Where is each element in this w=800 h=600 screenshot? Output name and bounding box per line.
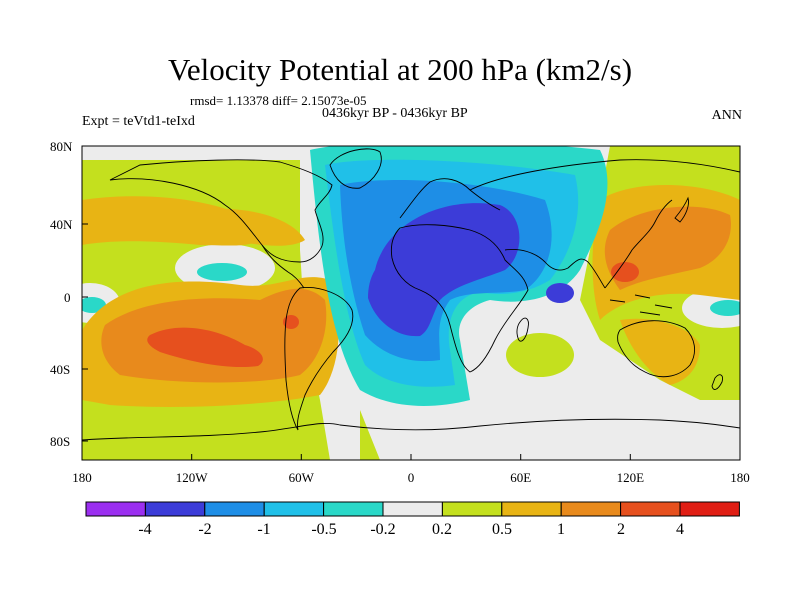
coast-nz bbox=[711, 374, 723, 390]
colorbar-label: -1 bbox=[257, 521, 271, 538]
colorbar-label: 0.5 bbox=[492, 521, 512, 538]
lon-label-120e: 120E bbox=[616, 470, 645, 485]
lon-label-180e: 180 bbox=[730, 470, 750, 485]
lat-label-40s: 40S bbox=[50, 362, 71, 377]
colorbar-swatch bbox=[204, 501, 265, 517]
colorbar-label: 0.2 bbox=[432, 521, 452, 538]
contour-gold-nwpac bbox=[82, 196, 270, 246]
colorbar-label: -0.2 bbox=[370, 521, 396, 538]
map-title: Velocity Potential at 200 hPa (km2/s) bbox=[167, 52, 633, 87]
colorbar-label: -0.5 bbox=[311, 521, 337, 538]
coast-africa bbox=[390, 224, 529, 373]
colorbar-label: 1 bbox=[557, 521, 565, 538]
contour-field bbox=[82, 146, 740, 460]
coast-south-america bbox=[284, 287, 354, 431]
lon-label-180w: 180 bbox=[72, 470, 92, 485]
colorbar-swatch bbox=[441, 501, 503, 517]
coast-japan bbox=[674, 196, 689, 223]
colorbar-label: -4 bbox=[138, 521, 152, 538]
lon-label-120w: 120W bbox=[175, 470, 208, 485]
colorbar-swatch bbox=[501, 501, 562, 517]
lon-label-0: 0 bbox=[407, 470, 415, 485]
colorbar-swatch bbox=[560, 501, 622, 517]
contour-deepblue-africa bbox=[368, 203, 520, 337]
colorbar-swatch bbox=[323, 501, 384, 517]
season-label: ANN bbox=[711, 108, 742, 123]
lat-label-0: 0 bbox=[64, 290, 71, 305]
colorbar-swatch bbox=[263, 501, 325, 517]
contour-deepblue-indian bbox=[546, 283, 574, 303]
colorbar-label: -2 bbox=[198, 521, 212, 538]
coast-madagascar bbox=[516, 317, 529, 342]
axis-ticks bbox=[81, 145, 741, 460]
lat-label-40n: 40N bbox=[50, 217, 73, 232]
contour-cyan-eqpac bbox=[197, 263, 247, 281]
lat-label-80n: 80N bbox=[50, 139, 73, 154]
colorbar-swatch bbox=[620, 501, 681, 517]
rmsd-diff-stats: rmsd= 1.13378 diff= 2.15073e-05 bbox=[190, 93, 367, 108]
coast-antarctica bbox=[82, 418, 740, 441]
time-period: 0436kyr BP - 0436kyr BP bbox=[322, 106, 468, 121]
lon-label-60w: 60W bbox=[288, 470, 314, 485]
coast-north-america bbox=[109, 159, 333, 263]
experiment-label: Expt = teVtd1-teIxd bbox=[82, 114, 195, 129]
contour-lime-sio bbox=[506, 333, 574, 377]
contour-gold-namerica bbox=[200, 208, 305, 246]
contour-cyan-dateline-w bbox=[82, 297, 106, 313]
lon-label-60e: 60E bbox=[510, 470, 532, 485]
colorbar-swatch bbox=[144, 501, 206, 517]
contour-cyan-dateline-e bbox=[710, 300, 740, 316]
colorbar bbox=[85, 501, 740, 517]
lat-label-80s: 80S bbox=[50, 434, 71, 449]
coast-central-america bbox=[261, 244, 305, 289]
colorbar-swatch bbox=[382, 501, 443, 517]
coast-europe bbox=[399, 178, 501, 219]
contour-gold-aus bbox=[620, 318, 700, 385]
coast-australia bbox=[617, 320, 696, 378]
coastlines bbox=[82, 148, 740, 441]
coast-asia bbox=[469, 159, 740, 289]
contour-red-peru bbox=[283, 315, 299, 329]
contour-red-eastpac bbox=[147, 327, 263, 368]
colorbar-swatch bbox=[85, 501, 146, 517]
colorbar-label: 2 bbox=[617, 521, 625, 538]
coast-arabia-india bbox=[504, 249, 606, 289]
contour-red-wpac bbox=[611, 262, 639, 282]
coast-maritime bbox=[609, 294, 673, 316]
coast-greenland bbox=[329, 148, 382, 189]
colorbar-label: 4 bbox=[676, 521, 684, 538]
colorbar-swatch bbox=[679, 501, 740, 517]
